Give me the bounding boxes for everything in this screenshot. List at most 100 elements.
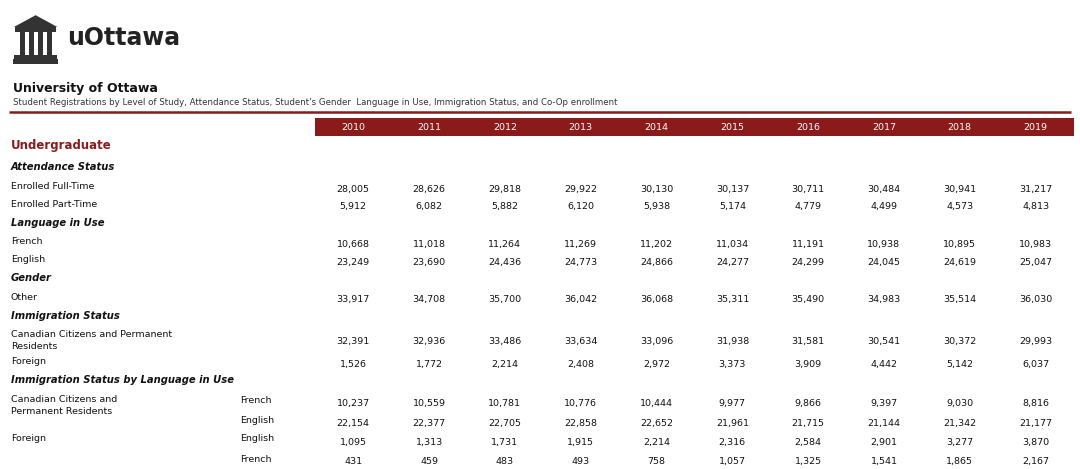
Bar <box>19 31 25 54</box>
Text: 4,499: 4,499 <box>870 202 897 212</box>
Text: 24,773: 24,773 <box>564 257 597 267</box>
Text: 3,277: 3,277 <box>946 438 973 447</box>
Text: 22,377: 22,377 <box>413 418 446 428</box>
Text: 10,781: 10,781 <box>488 399 522 408</box>
Text: Canadian Citizens and
Permanent Residents: Canadian Citizens and Permanent Resident… <box>11 395 117 416</box>
Text: 2017: 2017 <box>872 122 896 132</box>
Text: 30,130: 30,130 <box>640 184 673 194</box>
Text: 10,237: 10,237 <box>337 399 369 408</box>
Text: 1,915: 1,915 <box>567 438 594 447</box>
Text: 1,057: 1,057 <box>719 457 746 467</box>
Text: 24,299: 24,299 <box>792 257 825 267</box>
Text: 34,708: 34,708 <box>413 295 446 304</box>
Text: 35,700: 35,700 <box>488 295 522 304</box>
Text: 33,634: 33,634 <box>564 337 597 347</box>
Text: 24,866: 24,866 <box>640 257 673 267</box>
Text: 29,818: 29,818 <box>488 184 522 194</box>
Text: Language in Use: Language in Use <box>11 218 105 228</box>
Text: 3,909: 3,909 <box>795 360 822 369</box>
Text: 21,961: 21,961 <box>716 418 748 428</box>
Text: 22,652: 22,652 <box>640 418 673 428</box>
Text: 10,895: 10,895 <box>943 240 976 249</box>
Text: 4,573: 4,573 <box>946 202 973 212</box>
Text: 2018: 2018 <box>948 122 972 132</box>
Text: 30,711: 30,711 <box>792 184 825 194</box>
Text: 10,444: 10,444 <box>640 399 673 408</box>
Text: uOttawa: uOttawa <box>67 26 180 50</box>
Text: 4,813: 4,813 <box>1022 202 1049 212</box>
Text: English: English <box>240 434 274 444</box>
Text: 29,922: 29,922 <box>564 184 597 194</box>
Text: 32,391: 32,391 <box>337 337 369 347</box>
Text: Attendance Status: Attendance Status <box>11 162 116 173</box>
Text: 5,938: 5,938 <box>643 202 670 212</box>
Text: 2,316: 2,316 <box>719 438 746 447</box>
Text: 2011: 2011 <box>417 122 441 132</box>
Text: 6,082: 6,082 <box>416 202 443 212</box>
Text: 1,865: 1,865 <box>946 457 973 467</box>
Text: Immigration Status: Immigration Status <box>11 310 120 321</box>
Text: 6,037: 6,037 <box>1022 360 1049 369</box>
Text: 2,214: 2,214 <box>491 360 518 369</box>
Text: 33,917: 33,917 <box>337 295 369 304</box>
Text: 2014: 2014 <box>645 122 669 132</box>
Text: 21,177: 21,177 <box>1020 418 1052 428</box>
Text: 2,584: 2,584 <box>795 438 822 447</box>
Text: 35,514: 35,514 <box>943 295 976 304</box>
Bar <box>48 31 53 54</box>
Text: 10,983: 10,983 <box>1020 240 1052 249</box>
Text: 2016: 2016 <box>796 122 820 132</box>
Text: 24,619: 24,619 <box>943 257 976 267</box>
Text: 31,581: 31,581 <box>792 337 825 347</box>
Text: 3,373: 3,373 <box>718 360 746 369</box>
Text: 2,972: 2,972 <box>643 360 670 369</box>
Text: 11,264: 11,264 <box>488 240 522 249</box>
Text: 35,490: 35,490 <box>792 295 825 304</box>
Text: 10,559: 10,559 <box>413 399 446 408</box>
Text: 21,144: 21,144 <box>867 418 901 428</box>
Text: 1,772: 1,772 <box>416 360 443 369</box>
Text: 2,214: 2,214 <box>643 438 670 447</box>
Text: English: English <box>11 255 45 264</box>
Text: 30,541: 30,541 <box>867 337 901 347</box>
Text: 30,484: 30,484 <box>867 184 901 194</box>
Text: 2,167: 2,167 <box>1022 457 1049 467</box>
Text: Foreign: Foreign <box>11 434 45 443</box>
Text: 36,068: 36,068 <box>640 295 673 304</box>
Text: 22,154: 22,154 <box>337 418 369 428</box>
Text: 10,938: 10,938 <box>867 240 901 249</box>
Text: 22,705: 22,705 <box>488 418 522 428</box>
Text: 11,018: 11,018 <box>413 240 446 249</box>
Text: 5,912: 5,912 <box>340 202 367 212</box>
Text: 30,941: 30,941 <box>943 184 976 194</box>
Bar <box>14 54 57 59</box>
Text: 9,397: 9,397 <box>870 399 897 408</box>
Text: 10,668: 10,668 <box>337 240 369 249</box>
Text: Enrolled Part-Time: Enrolled Part-Time <box>11 200 97 209</box>
Text: Student Registrations by Level of Study, Attendance Status, Student's Gender  La: Student Registrations by Level of Study,… <box>13 98 618 106</box>
Text: 11,191: 11,191 <box>792 240 825 249</box>
Text: 33,486: 33,486 <box>488 337 522 347</box>
Text: 1,325: 1,325 <box>795 457 822 467</box>
Text: 23,690: 23,690 <box>413 257 446 267</box>
Bar <box>15 27 56 32</box>
Text: 34,983: 34,983 <box>867 295 901 304</box>
Text: 9,030: 9,030 <box>946 399 973 408</box>
Text: University of Ottawa: University of Ottawa <box>13 82 158 95</box>
Text: 11,202: 11,202 <box>640 240 673 249</box>
Text: 31,217: 31,217 <box>1020 184 1052 194</box>
Text: French: French <box>11 237 42 246</box>
Text: 5,174: 5,174 <box>719 202 746 212</box>
Text: 28,005: 28,005 <box>337 184 369 194</box>
Text: 1,541: 1,541 <box>870 457 897 467</box>
Text: 2013: 2013 <box>569 122 593 132</box>
Text: 2019: 2019 <box>1024 122 1048 132</box>
Text: 28,626: 28,626 <box>413 184 446 194</box>
Text: Other: Other <box>11 293 38 302</box>
Text: French: French <box>240 455 271 464</box>
Text: French: French <box>240 395 271 405</box>
Text: 29,993: 29,993 <box>1020 337 1052 347</box>
Text: 24,436: 24,436 <box>488 257 522 267</box>
Text: 1,313: 1,313 <box>416 438 443 447</box>
Bar <box>13 59 58 64</box>
